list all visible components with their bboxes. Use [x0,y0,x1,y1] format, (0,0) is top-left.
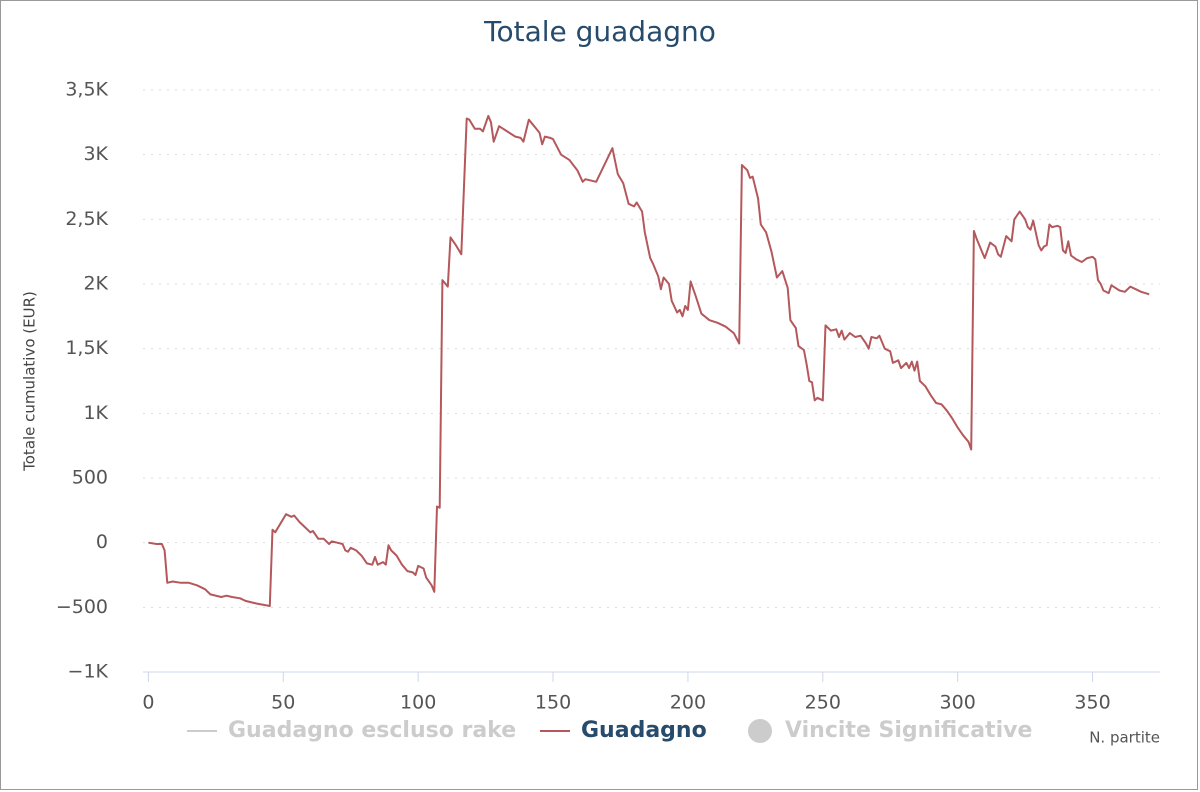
y-tick-label: 3K [83,143,108,165]
legend-label[interactable]: Vincite Significative [785,718,1032,743]
x-tick-label: 150 [535,692,571,714]
y-tick-label: 1,5K [65,337,108,359]
y-tick-label: 500 [72,467,108,489]
x-axis-title: N. partite [1089,729,1160,747]
x-tick-label: 350 [1074,692,1110,714]
y-tick-label: 1K [83,402,108,424]
y-tick-label: 2K [83,273,108,295]
chart-title: Totale guadagno [483,15,716,48]
y-tick-label: −1K [68,661,109,683]
x-tick-label: 0 [142,692,154,714]
y-tick-label: −500 [56,596,108,618]
x-tick-label: 200 [670,692,706,714]
legend-symbol [748,719,772,743]
x-tick-label: 50 [271,692,295,714]
y-tick-label: 3,5K [65,79,108,101]
x-tick-label: 100 [400,692,436,714]
legend-label[interactable]: Guadagno [581,718,707,743]
y-tick-label: 0 [96,531,108,553]
x-tick-label: 250 [805,692,841,714]
y-tick-label: 2,5K [65,208,108,230]
x-tick-label: 300 [940,692,976,714]
legend-label[interactable]: Guadagno escluso rake [228,718,516,743]
data-line [148,114,1150,607]
y-axis-title: Totale cumulativo (EUR) [21,291,39,472]
